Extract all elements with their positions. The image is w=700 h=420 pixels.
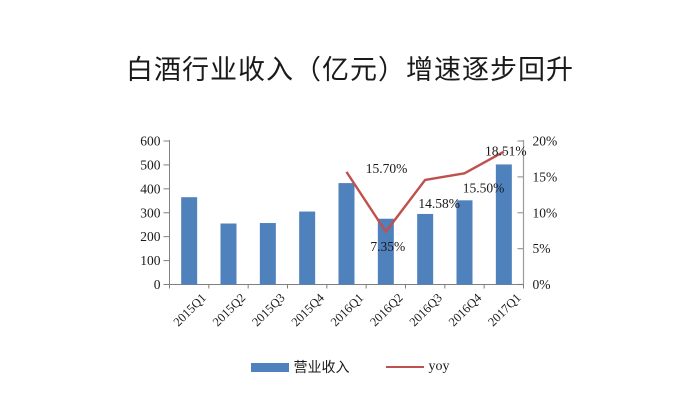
x-axis-label: 2016Q1	[328, 291, 366, 329]
legend-label-revenue: 营业收入	[293, 361, 350, 376]
yoy-point-label: 15.50%	[463, 180, 505, 195]
y-axis-right-label: 0%	[533, 277, 551, 292]
y-axis-left-label: 100	[140, 253, 161, 268]
y-axis-right-label: 10%	[533, 205, 558, 220]
chart-title: 白酒行业收入（亿元）增速逐步回升	[126, 55, 574, 85]
revenue-bar	[456, 200, 473, 285]
yoy-point-label: 14.58%	[418, 196, 460, 211]
y-axis-right-label: 5%	[533, 241, 551, 256]
x-axis-label: 2015Q4	[289, 290, 328, 329]
revenue-bar	[338, 183, 355, 285]
revenue-bar-swatch-icon	[250, 362, 289, 372]
x-axis-label: 2015Q1	[171, 291, 209, 329]
x-axis-label: 2017Q1	[485, 291, 523, 329]
revenue-bar	[259, 223, 276, 285]
x-axis-label: 2015Q3	[249, 291, 287, 329]
yoy-point-label: 18.51%	[485, 144, 527, 159]
x-axis-label: 2016Q4	[446, 290, 485, 329]
y-axis-left-label: 300	[140, 205, 161, 220]
x-axis-label: 2016Q3	[407, 291, 445, 329]
x-axis-label: 2015Q2	[210, 291, 248, 329]
yoy-point-label: 15.70%	[366, 161, 408, 176]
revenue-bar	[220, 223, 237, 285]
revenue-bar	[495, 164, 512, 285]
y-axis-left-label: 200	[140, 229, 161, 244]
yoy-line	[345, 150, 505, 233]
chart-legend: 营业收入 yoy	[0, 357, 700, 377]
y-axis-left-label: 0	[154, 277, 161, 292]
y-axis-left-label: 500	[140, 157, 161, 172]
y-axis-left-label: 400	[140, 181, 161, 196]
revenue-bar	[181, 197, 198, 285]
legend-item-yoy: yoy	[385, 359, 450, 375]
revenue-bar	[299, 211, 316, 285]
yoy-point-label: 7.35%	[370, 239, 405, 254]
x-axis-label: 2016Q2	[367, 291, 405, 329]
y-axis-left-label: 600	[140, 134, 161, 149]
y-axis-right-label: 15%	[533, 169, 558, 184]
revenue-bar	[377, 218, 394, 285]
revenue-bar	[417, 213, 434, 285]
y-axis-right-label: 20%	[533, 134, 558, 149]
legend-label-yoy: yoy	[428, 359, 450, 374]
yoy-line-swatch-icon	[385, 365, 424, 369]
legend-item-revenue: 营业收入	[250, 357, 350, 377]
